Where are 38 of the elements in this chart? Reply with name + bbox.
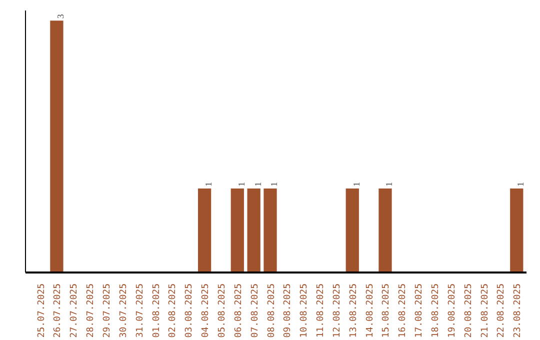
x-tick-label: 22.08.2025 [496,283,507,338]
x-tick-label: 19.08.2025 [447,283,458,338]
data-label: 1 [384,182,394,187]
x-tick-label: 08.08.2025 [266,283,277,338]
x-tick-label: 31.07.2025 [135,283,146,338]
x-tick-label: 13.08.2025 [348,283,359,338]
x-tick-label: 11.08.2025 [316,283,326,338]
x-tick-label: 14.08.2025 [365,283,376,338]
x-tick-label: 17.08.2025 [414,283,425,338]
x-tick-label: 16.08.2025 [398,283,408,338]
data-label: 1 [351,182,362,187]
data-label: 1 [516,182,526,187]
x-tick-label: 29.07.2025 [102,283,112,338]
x-tick-label: 05.08.2025 [217,283,228,338]
x-tick-label: 25.07.2025 [36,283,47,338]
x-tick-label: 07.08.2025 [250,283,260,338]
x-tick-label: 06.08.2025 [234,283,244,338]
x-tick-label: 28.07.2025 [86,283,96,338]
data-label: 1 [252,182,263,187]
x-tick-label: 02.08.2025 [168,283,178,338]
x-tick-label: 30.07.2025 [118,283,129,338]
x-tick-label: 04.08.2025 [201,283,212,338]
x-tick-label: 10.08.2025 [300,283,310,338]
data-label: 1 [236,182,246,187]
x-tick-label: 18.08.2025 [431,283,442,338]
x-tick-label: 27.07.2025 [70,283,80,338]
x-tick-label: 01.08.2025 [152,283,162,338]
data-label: 1 [269,182,280,187]
x-tick-label: 12.08.2025 [332,283,342,338]
x-tick-label: 26.07.2025 [53,283,64,338]
x-tick-label: 09.08.2025 [283,283,294,338]
x-tick-label: 03.08.2025 [184,283,195,338]
data-label: 3 [56,14,66,19]
data-label: 1 [204,182,214,187]
x-tick-label: 20.08.2025 [464,283,474,338]
x-tick-label: 23.08.2025 [513,283,524,338]
x-tick-label: 15.08.2025 [382,283,392,338]
x-tick-label: 21.08.2025 [480,283,490,338]
